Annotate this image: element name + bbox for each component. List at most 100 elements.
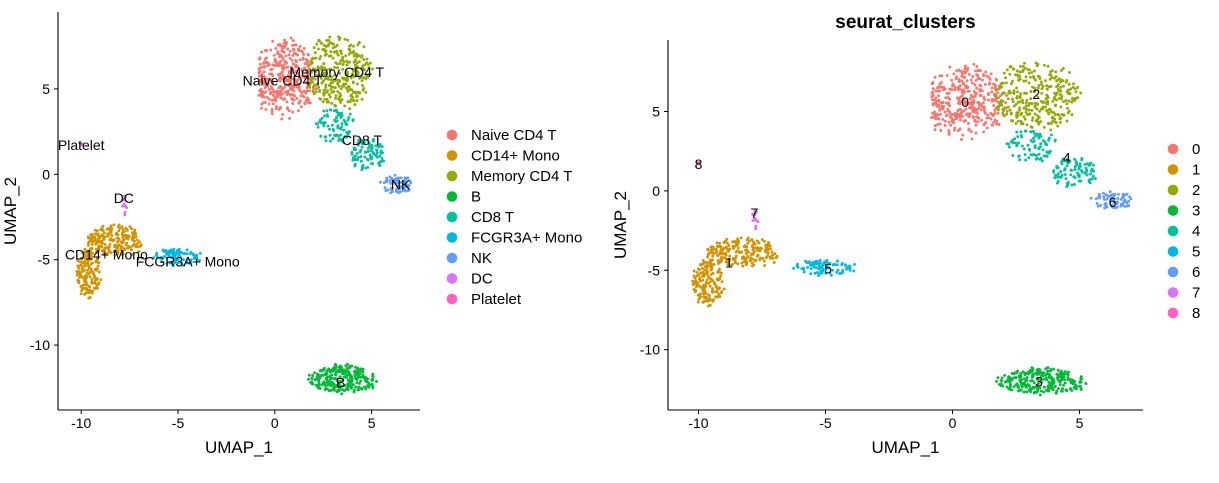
point (1055, 376, 1059, 380)
point (394, 188, 398, 191)
point (1113, 192, 1117, 196)
point (330, 42, 334, 46)
point (948, 104, 952, 108)
point (322, 366, 326, 370)
point (936, 122, 940, 126)
point (331, 367, 335, 371)
point (961, 88, 965, 92)
point (940, 100, 944, 104)
point (732, 240, 736, 244)
point (80, 267, 84, 271)
point (1023, 66, 1027, 70)
point (1035, 64, 1039, 68)
point (332, 78, 335, 82)
point (79, 271, 82, 275)
cluster-points (314, 108, 386, 172)
point (90, 242, 94, 246)
point (375, 380, 378, 383)
point (130, 231, 134, 235)
point (978, 94, 982, 97)
point (318, 386, 322, 390)
point (352, 44, 355, 48)
point (323, 97, 327, 101)
point (715, 277, 719, 281)
point (1084, 382, 1088, 385)
point (974, 78, 978, 82)
point (1036, 120, 1040, 124)
point (398, 190, 402, 194)
point (985, 116, 989, 120)
point (152, 256, 156, 260)
point (331, 46, 335, 50)
point (1062, 84, 1065, 88)
point (817, 267, 820, 271)
point (322, 66, 326, 70)
point (937, 94, 941, 98)
point (323, 388, 327, 391)
point (90, 277, 94, 281)
point (1000, 85, 1004, 89)
point (334, 94, 338, 98)
point (1125, 192, 1129, 196)
point (974, 123, 978, 127)
point (1038, 77, 1042, 81)
point (1026, 68, 1030, 71)
point (1027, 147, 1031, 151)
point (1016, 384, 1020, 388)
point (288, 116, 292, 120)
point (80, 257, 84, 261)
point (1096, 204, 1100, 208)
point (381, 151, 384, 155)
point (327, 389, 331, 393)
point (112, 223, 116, 227)
point (1047, 372, 1051, 376)
point (94, 242, 98, 246)
point (754, 224, 758, 228)
point (84, 291, 88, 295)
point (938, 122, 942, 126)
point (310, 380, 314, 384)
point (1087, 180, 1091, 184)
point (743, 256, 747, 260)
legend-label: Naive CD4 T (471, 127, 557, 144)
point (333, 65, 337, 69)
point (744, 248, 747, 252)
cluster-label: B (336, 375, 345, 391)
point (331, 56, 335, 60)
point (339, 127, 343, 131)
point (349, 381, 352, 385)
point (162, 255, 166, 259)
point (312, 46, 316, 50)
point (316, 65, 320, 69)
point (1076, 171, 1079, 175)
point (975, 86, 979, 90)
point (167, 254, 171, 258)
point (1102, 195, 1106, 199)
point (355, 69, 359, 73)
point (979, 69, 982, 73)
point (297, 74, 301, 78)
legend-key (1167, 266, 1179, 278)
point (985, 126, 989, 130)
point (940, 104, 944, 108)
point (112, 238, 116, 242)
point (768, 243, 771, 247)
point (1046, 369, 1050, 373)
point (264, 56, 268, 60)
point (265, 95, 269, 99)
point (1109, 193, 1113, 197)
point (316, 67, 320, 71)
point (762, 259, 766, 263)
point (1024, 101, 1028, 105)
point (361, 163, 365, 167)
point (1019, 65, 1022, 68)
point (341, 388, 345, 392)
point (291, 93, 295, 97)
point (1048, 107, 1052, 111)
point (956, 129, 960, 133)
point (975, 115, 978, 119)
point (377, 145, 381, 149)
point (361, 367, 365, 371)
point (968, 112, 972, 116)
point (274, 99, 278, 103)
